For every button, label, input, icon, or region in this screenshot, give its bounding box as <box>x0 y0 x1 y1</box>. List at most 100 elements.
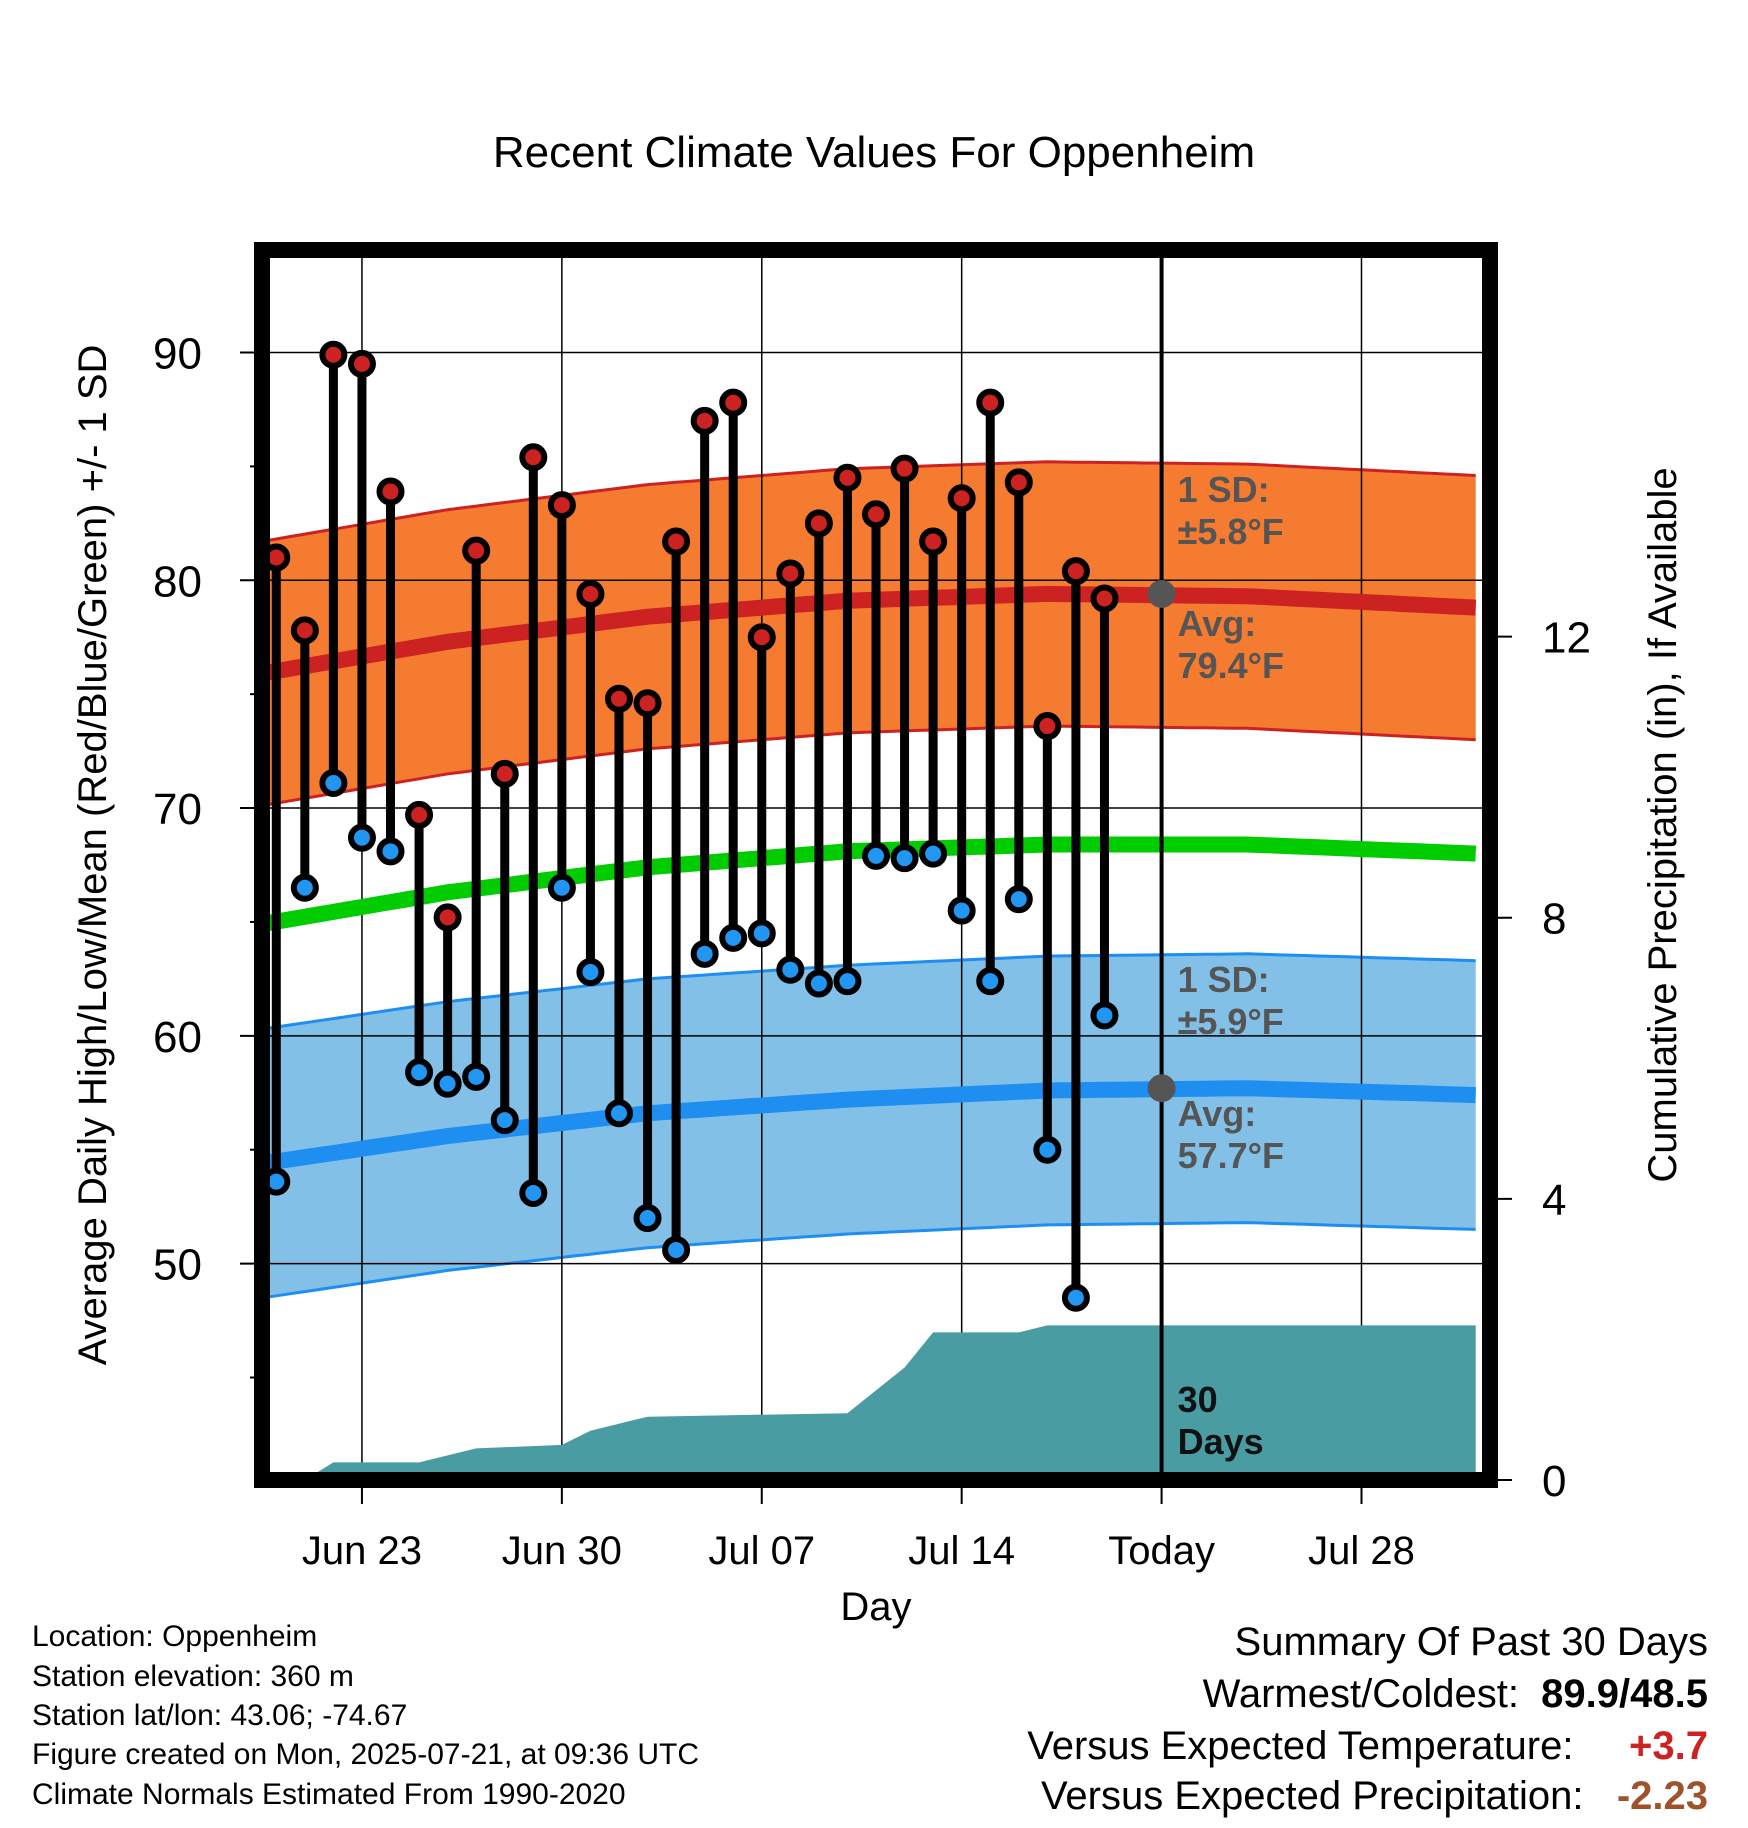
x-tick-label: Jul 14 <box>908 1529 1015 1573</box>
high-point <box>319 340 348 369</box>
high-point <box>690 406 719 435</box>
low-point <box>890 844 919 873</box>
y2-tick-label: 4 <box>1542 1176 1566 1225</box>
today-normal-high-marker <box>1147 579 1176 608</box>
y2-tick-label: 0 <box>1542 1457 1566 1506</box>
today-normal-low-marker <box>1147 1074 1176 1103</box>
high-point <box>433 903 462 932</box>
high-point <box>519 443 548 472</box>
plot-frame <box>254 242 1498 1488</box>
high-point <box>776 559 805 588</box>
high-point <box>347 349 376 378</box>
low-point <box>776 955 805 984</box>
y-tick-label: 90 <box>153 330 202 379</box>
annotation-low-sd-value: ±5.9°F <box>1178 1001 1284 1042</box>
y-axis-label: Average Daily High/Low/Mean (Red/Blue/Gr… <box>71 345 115 1366</box>
x-tick-label: Jun 23 <box>302 1529 422 1573</box>
high-point <box>947 484 976 513</box>
annotation-days-number: 30 <box>1178 1379 1218 1420</box>
low-sd-band-upper-edge <box>262 952 1476 1031</box>
x-tick-label: Jun 30 <box>502 1529 622 1573</box>
high-point <box>376 477 405 506</box>
low-point <box>633 1204 662 1233</box>
low-point <box>862 841 890 870</box>
footer-normals: Climate Normals Estimated From 1990-2020 <box>32 1778 626 1811</box>
y-tick-label: 80 <box>153 557 202 606</box>
low-point <box>662 1235 691 1264</box>
normal-low-line <box>262 1080 1476 1172</box>
annotation-high-avg-label: Avg: <box>1178 603 1257 644</box>
low-point <box>976 967 1005 996</box>
summary-warm-cold-value: 89.9/48.5 <box>1541 1672 1708 1716</box>
summary-precip-label: Versus Expected Precipitation: <box>1040 1774 1584 1818</box>
low-point <box>719 923 748 952</box>
high-point <box>1061 557 1090 586</box>
low-point <box>690 939 719 968</box>
footer-location: Location: Oppenheim <box>32 1620 318 1653</box>
footer-elevation: Station elevation: 360 m <box>32 1660 354 1693</box>
high-point <box>1090 584 1119 613</box>
high-point <box>576 579 605 608</box>
low-point <box>604 1099 633 1128</box>
high-point <box>976 388 1005 417</box>
low-point <box>919 839 948 868</box>
y-tick-label: 60 <box>153 1013 202 1062</box>
low-sd-band <box>262 953 1476 1298</box>
low-point <box>519 1179 548 1207</box>
annotation-high-avg-value: 79.4°F <box>1178 645 1284 686</box>
x-tick-label: Jul 07 <box>708 1529 815 1573</box>
x-axis-label: Day <box>840 1585 911 1629</box>
high-point <box>604 684 633 713</box>
summary-heading: Summary Of Past 30 Days <box>1234 1620 1708 1664</box>
normal-high-line <box>262 585 1477 682</box>
high-point <box>462 536 491 565</box>
summary-temp-value: +3.7 <box>1629 1724 1708 1768</box>
high-point <box>919 527 948 556</box>
annotation-low-avg-label: Avg: <box>1178 1093 1257 1134</box>
summary-precip: Versus Expected Precipitation: -2.23 <box>1041 1776 1708 1816</box>
low-point <box>319 769 348 797</box>
chart-title: Recent Climate Values For Oppenheim <box>492 128 1256 177</box>
high-point <box>833 463 862 492</box>
x-tick-label: Jul 28 <box>1308 1529 1415 1573</box>
annotation-high-sd-label: 1 SD: <box>1178 469 1270 510</box>
high-point <box>1033 712 1062 741</box>
y2-tick-label: 12 <box>1542 614 1591 663</box>
low-point <box>947 896 976 925</box>
high-point <box>1004 468 1033 497</box>
high-point <box>405 800 434 829</box>
high-point <box>747 623 776 652</box>
precip-area <box>304 1325 1476 1480</box>
normal-mean-line <box>262 836 1477 933</box>
high-point <box>890 454 919 483</box>
high-point <box>719 388 748 417</box>
annotation-days-label: Days <box>1178 1421 1264 1462</box>
low-point <box>547 873 576 902</box>
low-point <box>347 823 376 852</box>
high-point <box>290 616 319 645</box>
y-tick-label: 70 <box>153 785 202 834</box>
annotation-low-sd-label: 1 SD: <box>1178 959 1270 1000</box>
low-point <box>1033 1135 1062 1164</box>
footer-created: Figure created on Mon, 2025-07-21, at 09… <box>32 1738 700 1771</box>
low-point <box>747 919 776 948</box>
low-point <box>290 873 319 902</box>
high-point <box>633 689 662 718</box>
low-point <box>433 1069 462 1098</box>
y-tick-label: 50 <box>153 1241 202 1290</box>
summary-precip-value: -2.23 <box>1616 1774 1708 1818</box>
high-point <box>804 509 833 538</box>
low-point <box>576 958 605 987</box>
high-point <box>547 491 576 520</box>
low-point <box>405 1058 434 1087</box>
annotation-low-avg-value: 57.7°F <box>1178 1135 1284 1176</box>
y2-axis-label: Cumulative Precipitation (in), If Availa… <box>1641 467 1685 1182</box>
footer-latlon: Station lat/lon: 43.06; -74.67 <box>32 1699 408 1732</box>
high-point <box>862 500 890 529</box>
y2-tick-label: 8 <box>1542 895 1566 944</box>
low-point <box>490 1106 519 1135</box>
high-point <box>662 527 691 556</box>
summary-temp: Versus Expected Temperature: +3.7 <box>1027 1726 1708 1766</box>
